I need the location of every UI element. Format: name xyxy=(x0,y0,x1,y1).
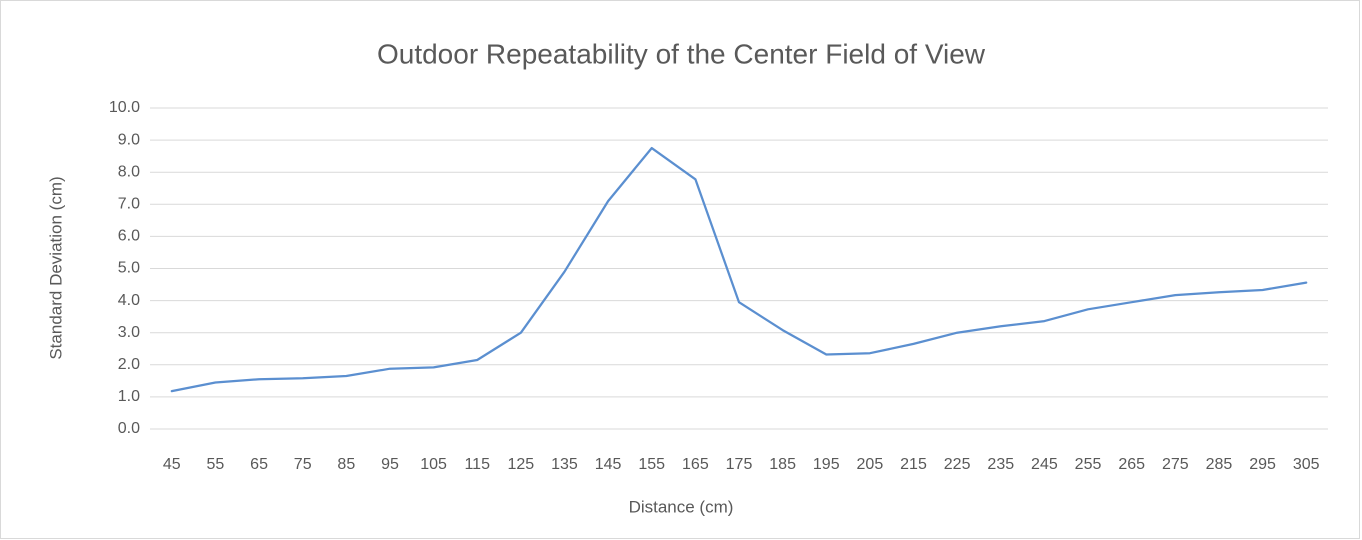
y-tick-label: 6.0 xyxy=(118,228,140,245)
x-tick-label: 95 xyxy=(381,456,399,473)
x-tick-label: 165 xyxy=(682,456,709,473)
x-tick-label: 55 xyxy=(207,456,225,473)
y-tick-label: 2.0 xyxy=(118,356,140,373)
data-line xyxy=(170,146,1308,393)
y-tick-label: 7.0 xyxy=(118,196,140,213)
x-tick-label: 195 xyxy=(813,456,840,473)
x-tick-label: 245 xyxy=(1031,456,1058,473)
x-tick-label: 175 xyxy=(726,456,753,473)
x-tick-label: 105 xyxy=(420,456,447,473)
x-tick-label: 85 xyxy=(337,456,355,473)
x-tick-label: 295 xyxy=(1249,456,1276,473)
y-tick-label: 1.0 xyxy=(118,388,140,405)
y-tick-label: 0.0 xyxy=(118,420,140,437)
x-tick-label: 65 xyxy=(250,456,268,473)
x-tick-label: 205 xyxy=(857,456,884,473)
x-tick-label: 125 xyxy=(508,456,535,473)
y-tick-label: 5.0 xyxy=(118,260,140,277)
y-tick-label: 8.0 xyxy=(118,163,140,180)
y-tick-label: 3.0 xyxy=(118,324,140,341)
x-tick-label: 285 xyxy=(1206,456,1233,473)
x-tick-label: 155 xyxy=(638,456,665,473)
x-tick-label: 235 xyxy=(987,456,1014,473)
y-tick-label: 4.0 xyxy=(118,292,140,309)
x-axis-title: Distance (cm) xyxy=(629,497,734,516)
y-tick-label: 10.0 xyxy=(109,99,140,116)
x-tick-label: 185 xyxy=(769,456,796,473)
x-tick-label: 145 xyxy=(595,456,622,473)
x-tick-label: 45 xyxy=(163,456,181,473)
chart-title: Outdoor Repeatability of the Center Fiel… xyxy=(377,38,986,69)
y-tick-label: 9.0 xyxy=(118,131,140,148)
x-tick-label: 115 xyxy=(464,456,490,473)
x-tick-label: 75 xyxy=(294,456,312,473)
y-axis-title: Standard Deviation (cm) xyxy=(46,176,65,359)
x-tick-label: 275 xyxy=(1162,456,1189,473)
x-tick-label: 305 xyxy=(1293,456,1320,473)
x-tick-label: 135 xyxy=(551,456,578,473)
x-tick-label: 225 xyxy=(944,456,971,473)
x-tick-label: 265 xyxy=(1118,456,1145,473)
x-tick-label: 255 xyxy=(1075,456,1102,473)
x-tick-label: 215 xyxy=(900,456,927,473)
